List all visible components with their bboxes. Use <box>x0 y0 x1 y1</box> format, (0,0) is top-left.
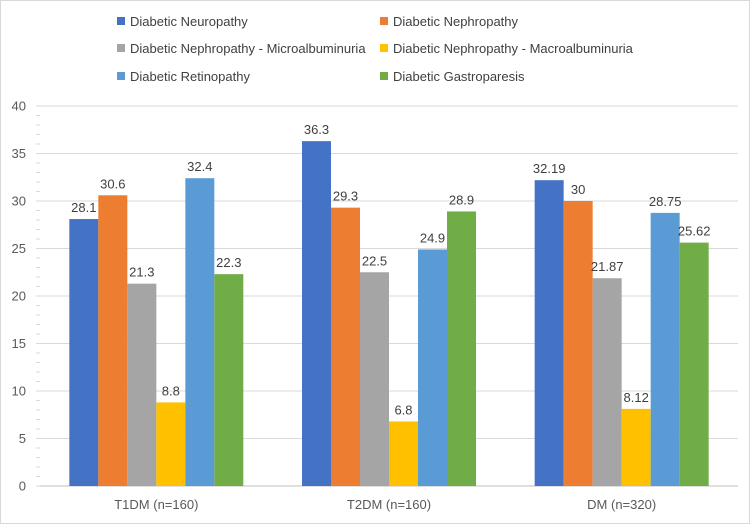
bars <box>69 141 709 487</box>
y-axis: 0 5 10 15 20 25 30 35 40 <box>12 99 26 494</box>
bar <box>127 283 157 486</box>
y-tick-label: 25 <box>12 241 26 256</box>
data-label: 24.9 <box>420 230 445 245</box>
data-label: 32.4 <box>187 159 212 174</box>
data-labels: 28.1 30.6 21.3 8.8 32.4 22.3 36.3 29.3 22.5 6.8 24… <box>71 122 710 417</box>
legend-swatch <box>380 44 388 52</box>
bar <box>214 274 244 486</box>
legend-item: Diabetic Nephropathy - Microalbuminuria <box>117 41 366 56</box>
legend-swatch <box>117 44 125 52</box>
data-label: 21.87 <box>591 259 624 274</box>
legend-swatch <box>117 17 125 25</box>
data-label: 28.75 <box>649 194 682 209</box>
bar <box>592 278 622 486</box>
x-tick-label: DM (n=320) <box>587 497 656 512</box>
legend-label: Diabetic Neuropathy <box>130 14 248 29</box>
bar <box>331 207 360 486</box>
bar <box>418 249 447 486</box>
data-label: 8.8 <box>162 383 180 398</box>
y-tick-label: 5 <box>19 431 26 446</box>
bar <box>621 408 651 486</box>
legend-swatch <box>117 72 125 80</box>
y-tick-label: 0 <box>19 479 26 494</box>
x-tick-label: T2DM (n=160) <box>347 497 431 512</box>
legend-label: Diabetic Gastroparesis <box>393 69 525 84</box>
bar <box>360 272 389 486</box>
data-label: 30 <box>571 182 585 197</box>
data-label: 21.3 <box>129 265 154 280</box>
y-tick-label: 30 <box>12 194 26 209</box>
data-label: 22.5 <box>362 253 387 268</box>
data-label: 6.8 <box>394 402 412 417</box>
data-label: 29.3 <box>333 189 358 204</box>
bar <box>447 211 476 486</box>
data-label: 22.3 <box>216 255 241 270</box>
bar <box>389 421 418 486</box>
legend-label: Diabetic Retinopathy <box>130 69 250 84</box>
y-tick-label: 20 <box>12 289 26 304</box>
bar <box>679 242 709 486</box>
legend-item: Diabetic Retinopathy <box>117 69 250 84</box>
y-tick-label: 10 <box>12 384 26 399</box>
legend-item: Diabetic Gastroparesis <box>380 69 525 84</box>
y-tick-label: 15 <box>12 336 26 351</box>
legend-label: Diabetic Nephropathy <box>393 14 519 29</box>
x-axis: T1DM (n=160) T2DM (n=160) DM (n=320) <box>114 497 656 512</box>
data-label: 32.19 <box>533 161 566 176</box>
data-label: 25.62 <box>678 224 711 239</box>
bar <box>534 180 564 486</box>
bar <box>69 219 99 487</box>
legend-item: Diabetic Nephropathy <box>380 14 518 29</box>
y-tick-label: 35 <box>12 146 26 161</box>
data-label: 8.12 <box>624 390 649 405</box>
bar <box>302 141 331 486</box>
legend-label: Diabetic Nephropathy - Microalbuminuria <box>130 41 366 56</box>
bar <box>650 212 680 486</box>
x-tick-label: T1DM (n=160) <box>114 497 198 512</box>
bar <box>563 201 593 486</box>
legend-swatch <box>380 72 388 80</box>
data-label: 28.9 <box>449 192 474 207</box>
legend-item: Diabetic Nephropathy - Macroalbuminuria <box>380 41 633 56</box>
y-tick-label: 40 <box>12 99 26 114</box>
bar <box>156 402 186 486</box>
bar <box>98 195 128 487</box>
legend-swatch <box>380 17 388 25</box>
data-label: 30.6 <box>100 176 125 191</box>
data-label: 36.3 <box>304 122 329 137</box>
legend-label: Diabetic Nephropathy - Macroalbuminuria <box>393 41 633 56</box>
bar <box>185 178 215 486</box>
legend-item: Diabetic Neuropathy <box>117 14 248 29</box>
data-label: 28.1 <box>71 200 96 215</box>
